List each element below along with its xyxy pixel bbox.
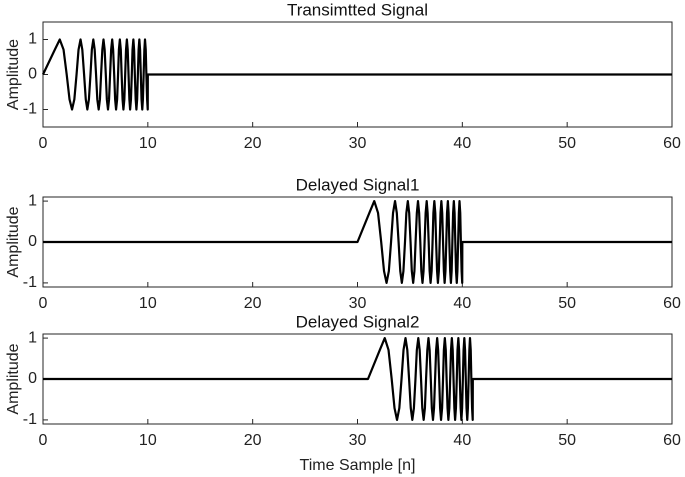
x-tick-label: 30 [349, 432, 367, 449]
chart-title: Delayed Signal1 [296, 175, 420, 194]
x-tick-label: 0 [39, 135, 48, 152]
x-tick-label: 20 [244, 295, 262, 312]
x-tick-label: 10 [139, 432, 157, 449]
x-tick-label: 30 [349, 295, 367, 312]
x-axis-label: Time Sample [n] [300, 457, 416, 474]
y-tick-label: -1 [23, 274, 37, 291]
signal-line [43, 199, 672, 285]
x-tick-label: 50 [558, 135, 576, 152]
y-tick-label: -1 [23, 411, 37, 428]
x-tick-label: 60 [663, 432, 681, 449]
y-tick-label: 1 [28, 31, 37, 48]
x-tick-label: 50 [558, 295, 576, 312]
chart-title: Delayed Signal2 [296, 312, 420, 331]
y-tick-label: -1 [23, 101, 37, 118]
y-tick-label: 1 [28, 192, 37, 209]
x-tick-label: 10 [139, 135, 157, 152]
y-tick-label: 0 [28, 233, 37, 250]
y-axis-label: Amplitude [5, 39, 22, 110]
y-axis-label: Amplitude [5, 206, 22, 277]
y-tick-label: 0 [28, 370, 37, 387]
x-tick-label: 60 [663, 135, 681, 152]
x-tick-label: 10 [139, 295, 157, 312]
chart-title: Transimtted Signal [287, 0, 428, 19]
x-tick-label: 20 [244, 432, 262, 449]
x-tick-label: 0 [39, 432, 48, 449]
y-tick-label: 1 [28, 329, 37, 346]
signal-line [42, 38, 672, 111]
x-tick-label: 30 [349, 135, 367, 152]
x-tick-label: 60 [663, 295, 681, 312]
x-tick-label: 20 [244, 135, 262, 152]
signal-line [43, 336, 672, 422]
x-tick-label: 50 [558, 432, 576, 449]
x-tick-label: 40 [453, 135, 471, 152]
x-tick-label: 40 [453, 432, 471, 449]
x-tick-label: 40 [453, 295, 471, 312]
x-tick-label: 0 [39, 295, 48, 312]
y-tick-label: 0 [28, 66, 37, 83]
y-axis-label: Amplitude [5, 343, 22, 414]
